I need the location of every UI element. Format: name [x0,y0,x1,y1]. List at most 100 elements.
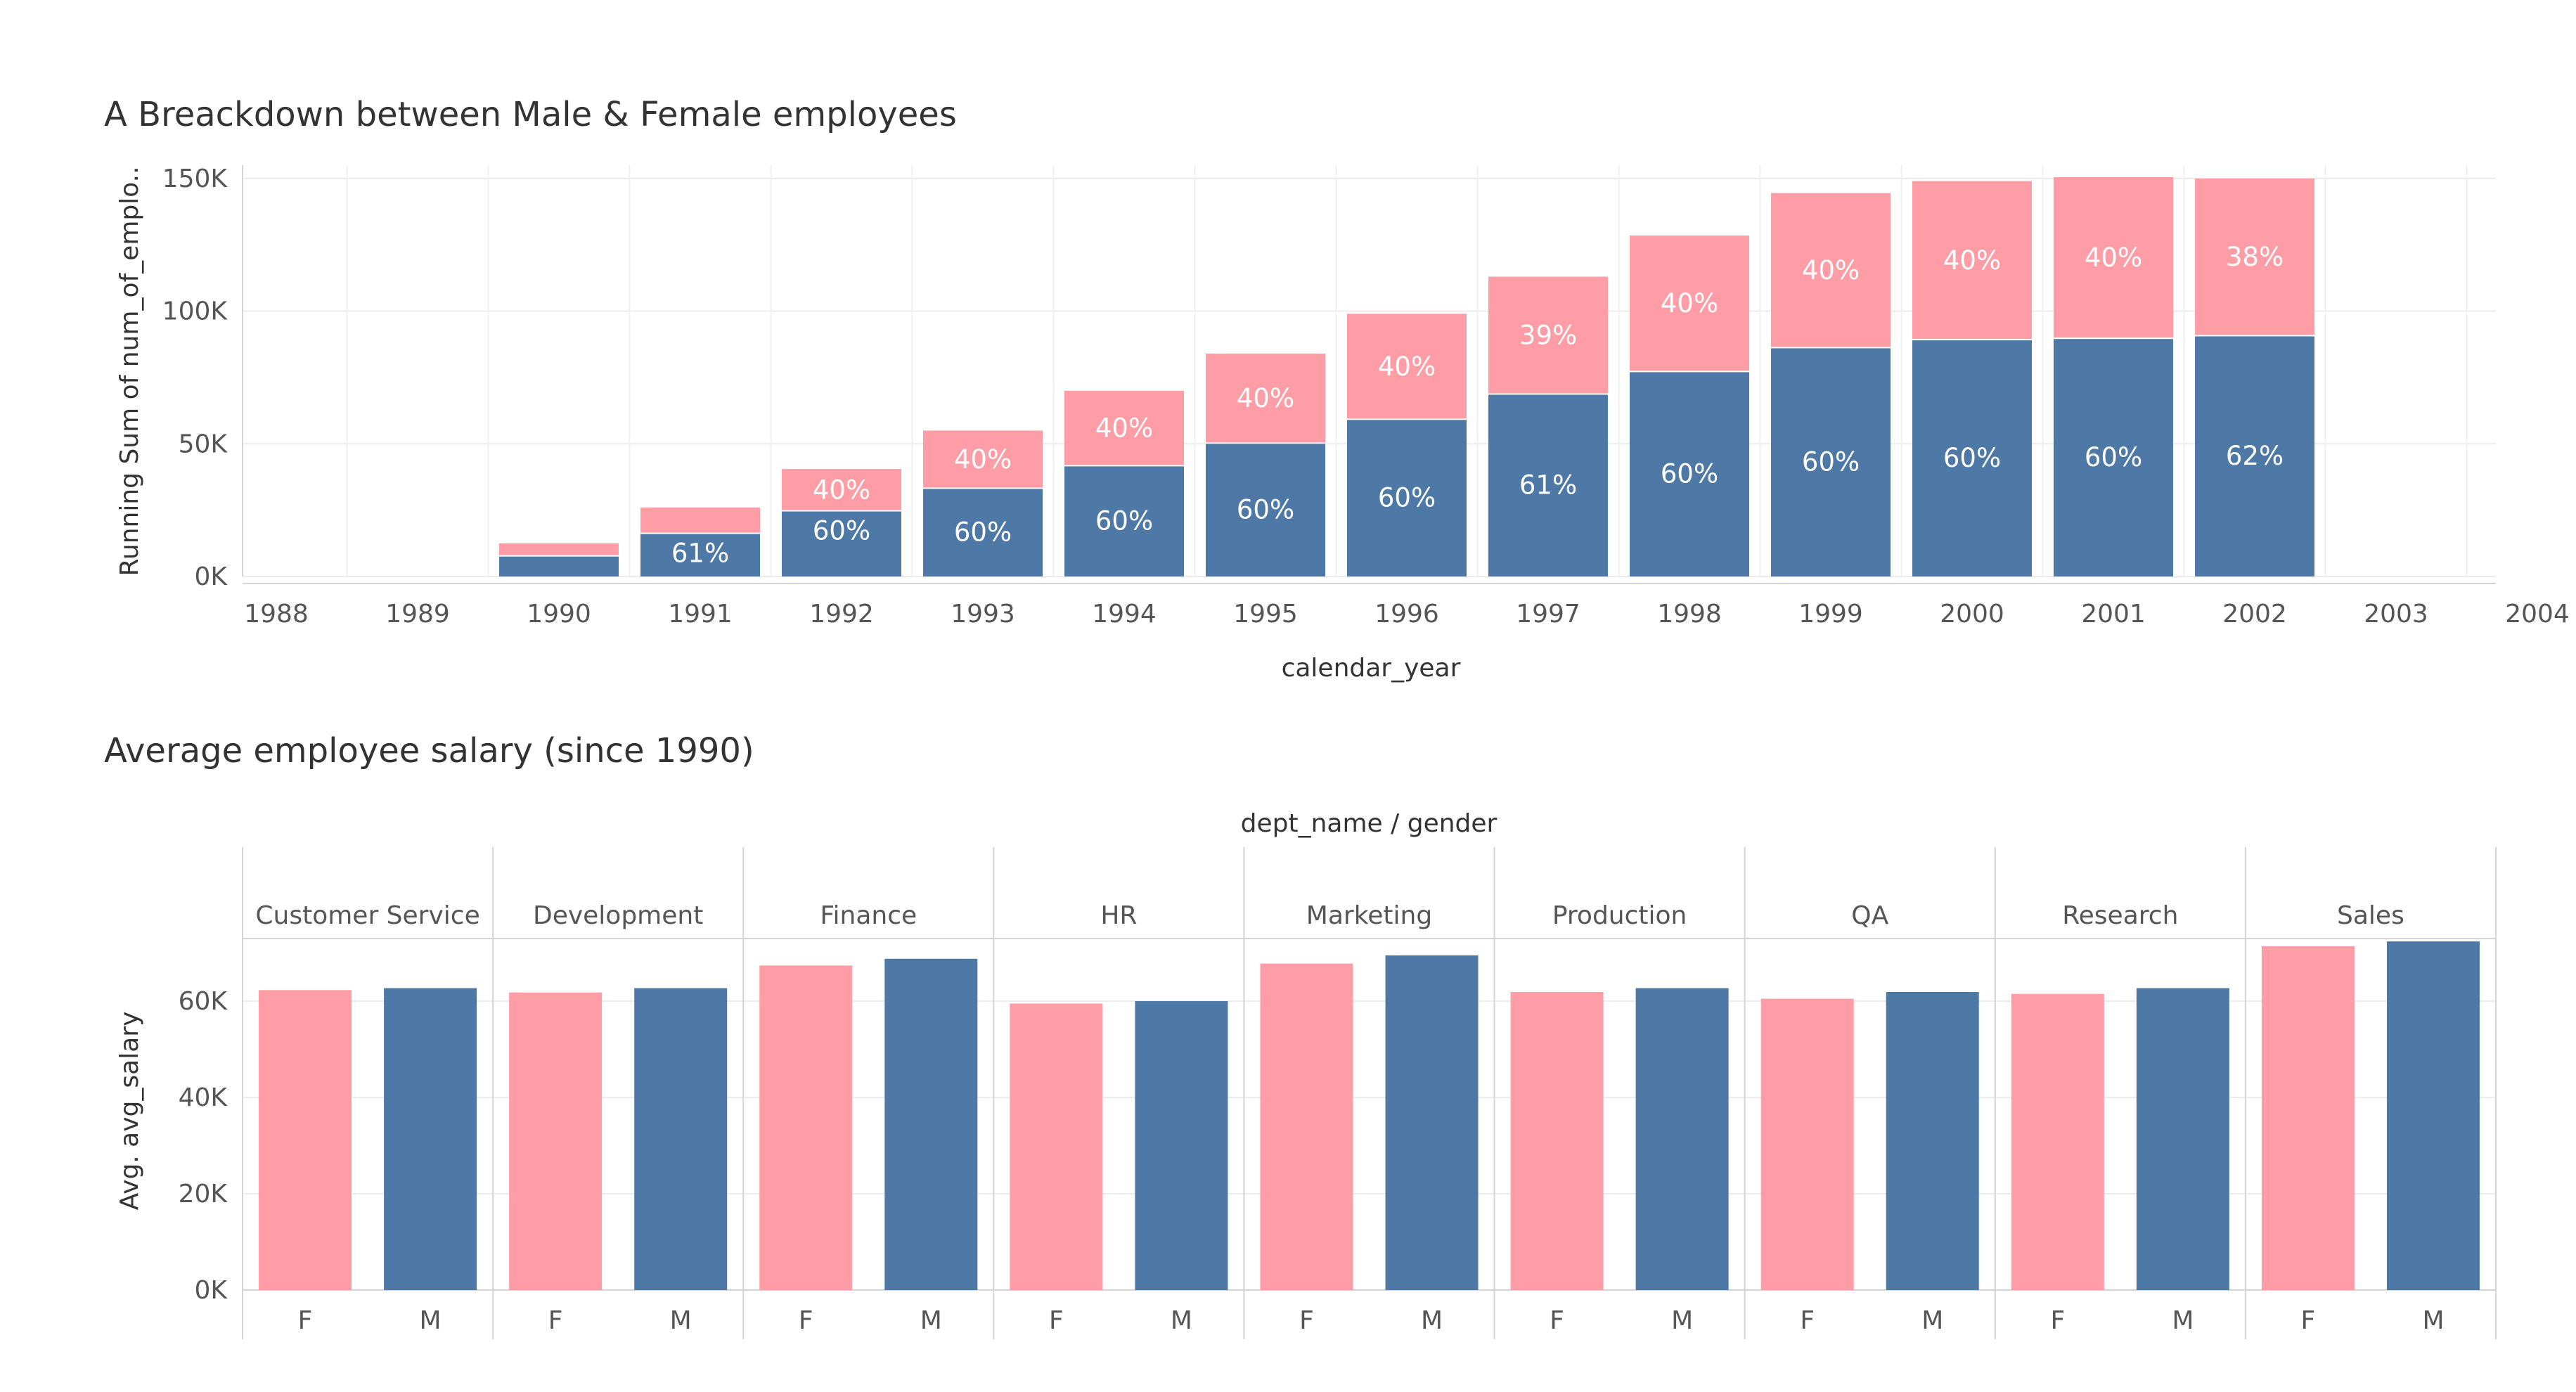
bar-female [1347,314,1467,419]
bar-male [1488,394,1608,576]
y-axis-title: Avg. avg_salary [115,1012,144,1211]
bar-male [2054,339,2173,576]
bar-label-male: 61% [1519,470,1577,501]
bar-female [1064,390,1184,465]
bar-label-female: 40% [1802,255,1860,285]
dept-header-label: Marketing [1306,901,1432,930]
gender-tick-label: F [548,1306,563,1335]
dept-header-label: Finance [820,901,917,930]
y-axis-title: Running Sum of num_of_emplo.. [115,166,144,576]
gender-tick-label: F [2050,1306,2065,1335]
bar-label-female: 40% [954,444,1012,475]
y-tick-label: 60K [179,987,228,1016]
bar-label-female: 40% [1943,245,2001,276]
x-tick-label: 2003 [2364,600,2428,629]
bar-male [923,489,1043,576]
bar-label-male: 61% [671,539,729,569]
bar-label-female: 38% [2226,242,2284,272]
gender-tick-label: F [298,1306,313,1335]
dept-header-label: HR [1100,901,1137,930]
bar-label-male: 60% [1237,495,1294,525]
x-tick-label: 2002 [2222,600,2287,629]
bar-label-female: 40% [813,475,870,505]
bar-female [923,430,1043,488]
bar-label-female: 40% [1095,413,1153,444]
bar-female [2261,946,2355,1290]
gender-tick-label: M [420,1306,442,1335]
bar-male [1912,340,2032,576]
dept-header-label: Research [2062,901,2178,930]
x-tick-label: 1990 [527,600,591,629]
bar-label-female: 40% [1378,352,1436,382]
x-tick-label: 1997 [1516,600,1580,629]
bar-label-male: 60% [2085,442,2142,472]
bar-female [1630,236,1749,371]
bar-female [2054,176,2173,338]
gender-tick-label: M [1421,1306,1443,1335]
x-tick-label: 1995 [1233,600,1298,629]
bar-male [1630,372,1749,576]
bar-male [1886,992,1979,1290]
bar-male [634,988,728,1290]
dept-header-label: Customer Service [255,901,479,930]
gender-tick-label: M [1921,1306,1943,1335]
bar-female [1260,963,1353,1290]
dept-header-label: Sales [2337,901,2404,930]
gender-tick-label: F [1800,1306,1815,1335]
y-tick-label: 20K [179,1180,228,1209]
chart2-title: Average employee salary (since 1990) [104,731,754,771]
bar-label-male: 60% [1943,443,2001,473]
bar-female [1760,998,1854,1290]
x-tick-label: 1992 [809,600,874,629]
bar-label-male: 60% [1095,506,1153,536]
gender-tick-label: M [2422,1306,2444,1335]
x-tick-label: 1999 [1798,600,1863,629]
bar-female [259,990,352,1290]
bar-male [884,958,978,1290]
bar-male [1347,420,1467,576]
bar-male [1064,466,1184,576]
x-tick-label: 2000 [1940,600,2004,629]
bar-male [1206,444,1325,576]
y-tick-label: 40K [179,1083,228,1112]
bar-female [1206,353,1325,443]
x-tick-label: 2001 [2081,600,2146,629]
bar-male [2136,988,2229,1290]
gender-tick-label: F [1049,1306,1064,1335]
bar-label-female: 39% [1519,320,1577,350]
gender-tick-label: F [1299,1306,1314,1335]
bar-female [1010,1003,1103,1290]
bar-label-male: 60% [954,517,1012,548]
y-tick-label: 50K [179,430,228,458]
bar-label-female: 40% [1237,383,1294,413]
bar-male [1135,1001,1228,1290]
x-tick-label: 1989 [385,600,450,629]
bar-label-male: 60% [1661,459,1718,489]
bar-male [2386,941,2480,1290]
bar-male [499,556,619,576]
bar-male [384,988,477,1290]
bar-female [759,965,853,1290]
x-tick-label: 2004 [2505,600,2570,629]
gender-tick-label: F [799,1306,813,1335]
dept-header-label: Development [533,901,703,930]
gender-tick-label: M [920,1306,942,1335]
bar-female [1488,276,1608,394]
y-tick-label: 100K [162,297,228,326]
gender-tick-label: F [2301,1306,2316,1335]
bar-female [1771,193,1891,347]
y-tick-label: 150K [162,165,228,193]
bar-male [782,511,901,576]
x-tick-label: 1998 [1657,600,1722,629]
bar-male [1635,988,1729,1290]
gender-tick-label: M [1171,1306,1192,1335]
y-tick-label: 0K [194,562,228,591]
bar-label-male: 62% [2226,441,2284,471]
bar-female [2195,178,2314,335]
bar-male [1385,955,1479,1290]
bar-female [499,543,619,555]
bar-female [640,507,760,533]
bar-female [1510,992,1604,1290]
x-axis-title: calendar_year [1282,654,1461,683]
bar-male [2195,336,2314,576]
